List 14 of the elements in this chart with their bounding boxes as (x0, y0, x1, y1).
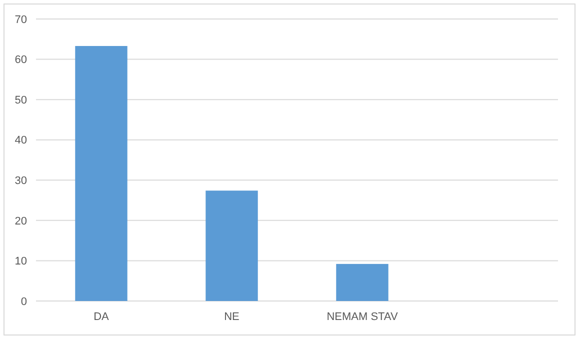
y-tick-label: 60 (14, 54, 27, 66)
y-tick-label: 50 (14, 94, 27, 106)
y-tick-label: 0 (20, 296, 27, 308)
y-tick-label: 40 (14, 134, 27, 147)
x-tick-label: NE (224, 311, 240, 323)
y-tick-label: 70 (14, 14, 27, 26)
bar (75, 46, 128, 301)
x-tick-label: DA (94, 311, 110, 323)
x-tick-label: NEMAM STAV (326, 311, 398, 323)
y-tick-label: 10 (14, 256, 27, 268)
y-tick-label: 20 (14, 215, 27, 228)
bar (336, 264, 388, 301)
y-tick-label: 30 (14, 174, 27, 187)
bar (206, 190, 258, 301)
